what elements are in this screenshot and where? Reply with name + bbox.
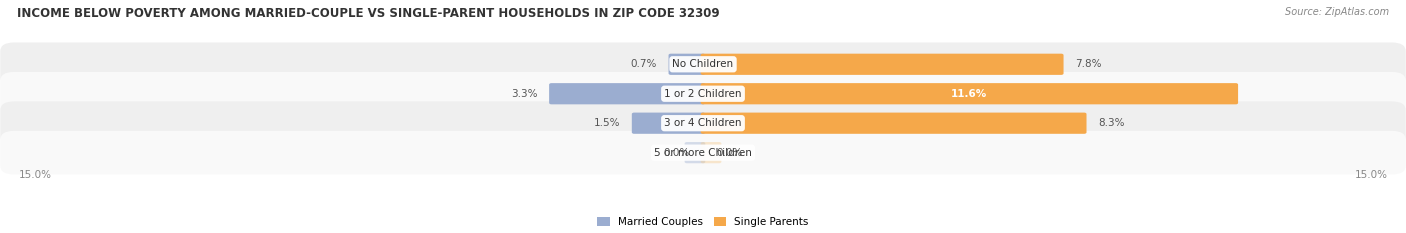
- Text: 0.0%: 0.0%: [664, 148, 689, 158]
- Text: 7.8%: 7.8%: [1076, 59, 1101, 69]
- FancyBboxPatch shape: [0, 72, 1406, 116]
- Text: 0.7%: 0.7%: [631, 59, 657, 69]
- Text: INCOME BELOW POVERTY AMONG MARRIED-COUPLE VS SINGLE-PARENT HOUSEHOLDS IN ZIP COD: INCOME BELOW POVERTY AMONG MARRIED-COUPL…: [17, 7, 720, 20]
- FancyBboxPatch shape: [700, 83, 1239, 104]
- Legend: Married Couples, Single Parents: Married Couples, Single Parents: [598, 217, 808, 227]
- Text: 8.3%: 8.3%: [1098, 118, 1125, 128]
- Text: 5 or more Children: 5 or more Children: [654, 148, 752, 158]
- Text: 15.0%: 15.0%: [18, 170, 52, 180]
- Text: 1.5%: 1.5%: [593, 118, 620, 128]
- FancyBboxPatch shape: [0, 131, 1406, 175]
- FancyBboxPatch shape: [0, 101, 1406, 145]
- FancyBboxPatch shape: [700, 142, 721, 163]
- FancyBboxPatch shape: [631, 113, 706, 134]
- Text: 3.3%: 3.3%: [512, 89, 537, 99]
- Text: 15.0%: 15.0%: [1354, 170, 1388, 180]
- FancyBboxPatch shape: [550, 83, 706, 104]
- Text: 3 or 4 Children: 3 or 4 Children: [664, 118, 742, 128]
- Text: 11.6%: 11.6%: [952, 89, 987, 99]
- FancyBboxPatch shape: [700, 113, 1087, 134]
- FancyBboxPatch shape: [685, 142, 706, 163]
- FancyBboxPatch shape: [700, 54, 1063, 75]
- FancyBboxPatch shape: [669, 54, 706, 75]
- Text: 1 or 2 Children: 1 or 2 Children: [664, 89, 742, 99]
- FancyBboxPatch shape: [0, 42, 1406, 86]
- Text: 0.0%: 0.0%: [717, 148, 742, 158]
- Text: Source: ZipAtlas.com: Source: ZipAtlas.com: [1285, 7, 1389, 17]
- Text: No Children: No Children: [672, 59, 734, 69]
